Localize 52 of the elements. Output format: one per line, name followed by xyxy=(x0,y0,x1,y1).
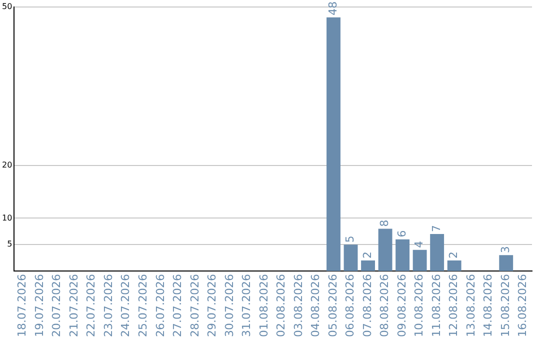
x-tick-label: 29.07.2026 xyxy=(206,274,219,338)
x-tick-label: 19.07.2026 xyxy=(32,274,46,338)
data-label: 6 xyxy=(395,230,408,238)
y-tick-label: 50 xyxy=(2,2,12,11)
data-label: 3 xyxy=(498,246,512,254)
x-tick-label: 23.07.2026 xyxy=(102,274,115,338)
x-tick-label: 18.07.2026 xyxy=(16,274,29,338)
data-label: 48 xyxy=(326,1,340,16)
x-tick-label: 08.08.2026 xyxy=(378,274,392,338)
data-label: 8 xyxy=(378,220,392,227)
x-tick-label: 12.08.2026 xyxy=(447,274,460,338)
bar xyxy=(412,250,427,272)
bar xyxy=(326,17,340,272)
x-tick-label: 28.07.2026 xyxy=(188,274,202,338)
x-tick-label: 13.08.2026 xyxy=(464,274,478,338)
bar xyxy=(499,255,514,272)
x-tick-label: 31.07.2026 xyxy=(240,274,254,338)
bar xyxy=(361,260,375,272)
x-tick-label: 20.07.2026 xyxy=(50,274,64,338)
bar xyxy=(344,244,358,272)
bar xyxy=(430,234,444,272)
data-label: 4 xyxy=(412,240,426,248)
x-tick-label: 01.08.2026 xyxy=(257,274,270,338)
x-tick-label: 14.08.2026 xyxy=(482,274,495,338)
x-tick-label: 22.07.2026 xyxy=(84,274,98,338)
bar xyxy=(447,260,462,272)
y-tick-label: 10 xyxy=(2,213,12,222)
x-tick-label: 09.08.2026 xyxy=(395,274,408,338)
x-tick-label: 15.08.2026 xyxy=(498,274,512,338)
x-tick-label: 04.08.2026 xyxy=(309,274,322,338)
x-tick-label: 24.07.2026 xyxy=(119,274,132,338)
x-tick-label: 11.08.2026 xyxy=(430,274,443,338)
bar xyxy=(378,228,392,272)
x-tick-label: 02.08.2026 xyxy=(274,274,288,338)
x-tick-label: 25.07.2026 xyxy=(136,274,150,338)
data-label: 2 xyxy=(447,251,460,258)
x-tick-label: 07.08.2026 xyxy=(360,274,374,338)
y-tick-label: 5 xyxy=(7,240,12,249)
data-label: 7 xyxy=(430,225,443,232)
x-tick-label: 30.07.2026 xyxy=(222,274,236,338)
x-tick-label: 03.08.2026 xyxy=(292,274,305,338)
x-tick-label: 16.08.2026 xyxy=(516,274,530,338)
x-tick-label: 06.08.2026 xyxy=(344,274,357,338)
bar xyxy=(396,239,410,272)
y-tick-label: 20 xyxy=(2,160,12,170)
x-tick-label: 21.07.2026 xyxy=(67,274,80,338)
data-label: 2 xyxy=(360,251,374,258)
x-tick-label: 05.08.2026 xyxy=(326,274,340,338)
data-label: 5 xyxy=(344,236,357,243)
x-tick-label: 10.08.2026 xyxy=(412,274,426,338)
x-tick-label: 26.07.2026 xyxy=(154,274,167,338)
x-tick-label: 27.07.2026 xyxy=(171,274,184,338)
